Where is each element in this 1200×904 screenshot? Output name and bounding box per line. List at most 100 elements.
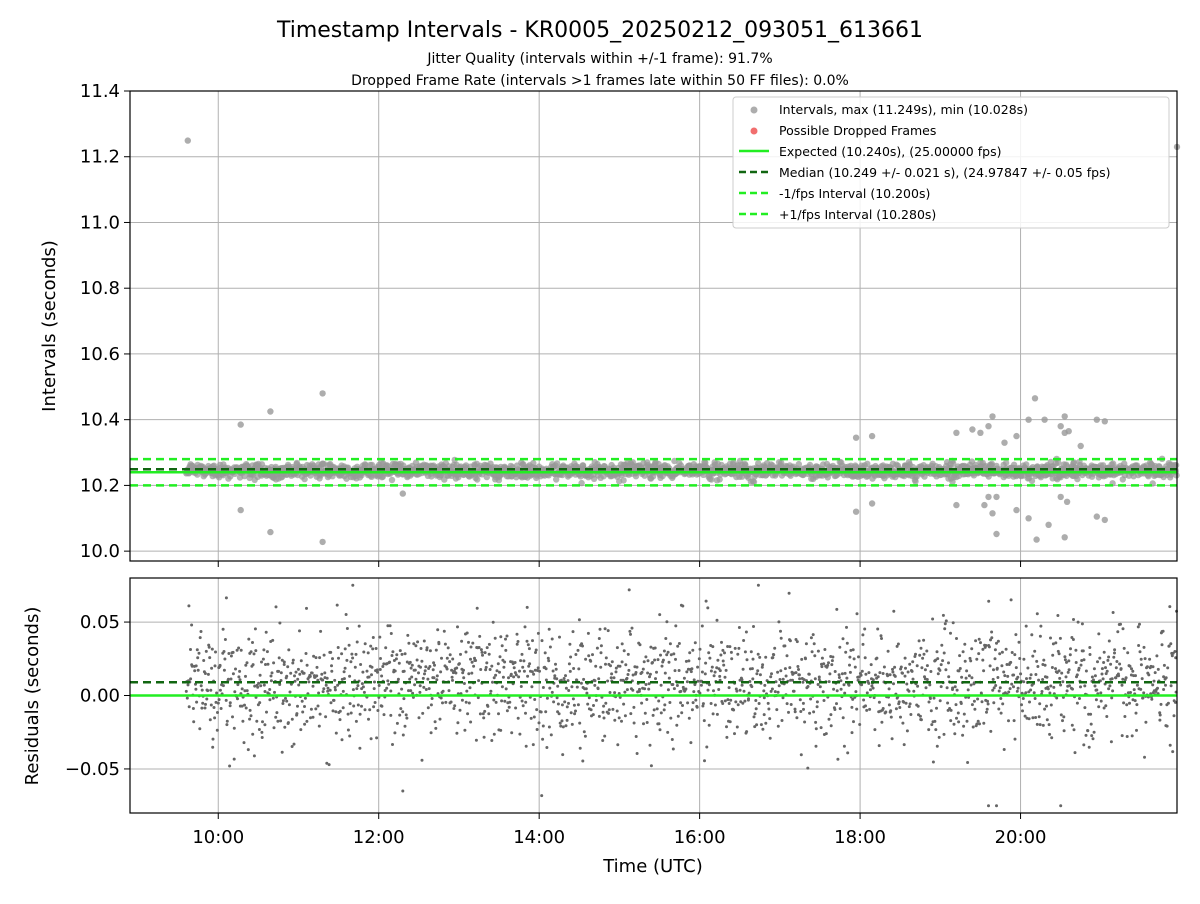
residual-point	[200, 688, 204, 692]
residual-point	[1128, 701, 1131, 705]
residual-point	[735, 689, 739, 693]
residual-point	[296, 667, 300, 671]
residual-point	[927, 728, 931, 732]
residual-point	[362, 690, 366, 694]
residual-point	[264, 630, 268, 634]
residual-point	[625, 676, 629, 680]
residual-point	[710, 665, 714, 669]
residuals-y-tick-label: 0.00	[80, 686, 120, 707]
interval-point	[241, 472, 248, 480]
residual-point	[1124, 676, 1128, 680]
residual-point	[959, 702, 963, 705]
residual-point	[704, 599, 708, 603]
residual-point	[1110, 677, 1114, 681]
residual-point	[456, 625, 459, 629]
residual-point	[675, 684, 679, 687]
residual-point	[566, 679, 570, 683]
residual-point	[630, 626, 634, 630]
residual-point	[1013, 653, 1017, 657]
residual-point	[707, 651, 711, 655]
residual-point	[709, 702, 713, 705]
residual-point	[864, 704, 867, 708]
residual-point	[649, 764, 653, 768]
residual-point	[292, 742, 296, 746]
residual-point	[919, 718, 923, 722]
residual-point	[819, 726, 823, 730]
residual-point	[905, 729, 909, 733]
residual-point	[256, 703, 260, 707]
residual-point	[583, 734, 587, 738]
legend-entry-expected: Expected (10.240s), (25.00000 fps)	[739, 144, 1001, 159]
residual-point	[776, 670, 780, 674]
residual-point	[641, 667, 645, 671]
residual-point	[753, 712, 757, 716]
residual-point	[353, 665, 357, 669]
residual-point	[901, 671, 904, 675]
residual-point	[718, 674, 722, 678]
residual-point	[970, 703, 974, 707]
residual-point	[388, 660, 392, 664]
residual-point	[467, 701, 471, 705]
residual-point	[423, 672, 426, 676]
residual-point	[1105, 715, 1109, 718]
residual-point	[375, 736, 379, 740]
residual-point	[1045, 718, 1049, 722]
residual-point	[438, 717, 442, 721]
residual-point	[769, 675, 773, 679]
residual-point	[1063, 658, 1067, 662]
residual-point	[1093, 684, 1097, 688]
residual-point	[346, 728, 350, 732]
residual-point	[462, 668, 465, 672]
residual-point	[1050, 666, 1054, 669]
residual-point	[939, 685, 943, 689]
residual-point	[321, 690, 325, 694]
residual-point	[943, 627, 947, 631]
residual-point	[913, 655, 917, 658]
residual-point	[917, 639, 921, 643]
residual-point	[769, 689, 773, 693]
residual-point	[252, 652, 256, 656]
interval-point	[1109, 460, 1117, 467]
residual-point	[642, 660, 646, 664]
residual-point	[757, 702, 761, 705]
interval-outlier-point	[184, 137, 191, 144]
residual-point	[677, 642, 681, 645]
residual-point	[701, 702, 705, 706]
residual-point	[1080, 659, 1084, 662]
residual-point	[1059, 713, 1063, 717]
residual-point	[887, 687, 891, 691]
residual-point	[332, 698, 336, 702]
residual-point	[589, 708, 593, 712]
residual-point	[393, 669, 397, 673]
residual-point	[370, 673, 373, 677]
residual-point	[1161, 629, 1165, 633]
residual-point	[754, 707, 758, 711]
residual-point	[764, 655, 768, 659]
residual-point	[1099, 691, 1103, 695]
residual-point	[889, 709, 893, 713]
residual-point	[732, 708, 736, 712]
residual-point	[478, 634, 482, 638]
residual-point	[262, 683, 266, 687]
residual-point	[315, 665, 319, 669]
residual-point	[513, 671, 517, 675]
residual-point	[859, 673, 863, 677]
residual-point	[1000, 650, 1004, 654]
residual-point	[740, 683, 744, 687]
residual-point	[328, 688, 332, 692]
residual-point	[931, 617, 935, 621]
residual-point	[665, 620, 669, 624]
residual-point	[1092, 730, 1096, 734]
residual-point	[932, 696, 936, 700]
residual-point	[361, 685, 365, 689]
residual-point	[715, 618, 719, 622]
residual-point	[347, 643, 351, 647]
residual-point	[1054, 667, 1057, 671]
residual-point	[244, 663, 248, 667]
residual-point	[723, 699, 727, 703]
residual-point	[294, 670, 298, 674]
residual-point	[357, 624, 361, 628]
residual-point	[391, 743, 394, 746]
residual-point	[215, 691, 219, 695]
residual-point	[424, 688, 428, 691]
